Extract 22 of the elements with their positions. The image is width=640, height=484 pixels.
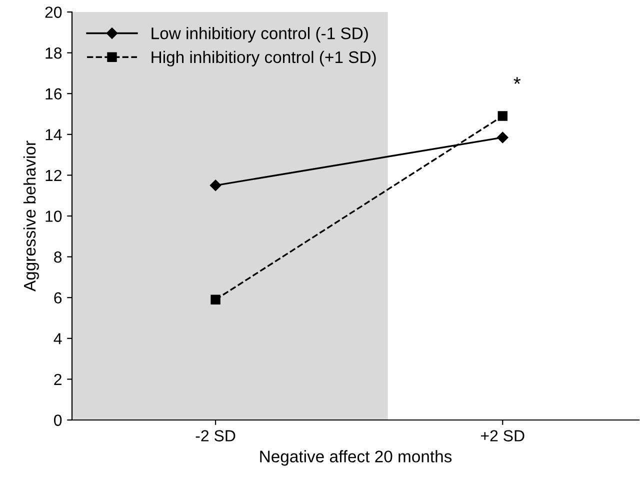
x-tick-label: +2 SD	[480, 430, 524, 442]
y-tick-label: 8	[54, 251, 62, 263]
y-tick-label: 6	[54, 292, 62, 304]
y-tick-label: 20	[45, 6, 62, 18]
point	[498, 111, 508, 121]
x-axis-title: Negative affect 20 months	[260, 450, 452, 466]
point	[210, 294, 220, 304]
legend-label: High inhibitiory control (+1 SD)	[152, 50, 376, 66]
y-tick-label: 12	[46, 170, 62, 181]
y-tick-label: 4	[54, 333, 62, 344]
point	[210, 180, 222, 192]
y-tick-label: 2	[54, 374, 62, 385]
point	[497, 132, 508, 144]
y-tick-label: 0	[54, 414, 62, 426]
annotation: *	[514, 77, 521, 84]
y-tick-label: 18	[46, 47, 62, 59]
legend-label: Low inhibitiory control (-1 SD)	[152, 27, 368, 43]
y-tick-label: 14	[46, 129, 62, 140]
x-tick-label: -2 SD	[196, 430, 236, 442]
y-tick-label: 16	[46, 88, 62, 100]
y-tick-label: 10	[46, 210, 62, 222]
y-axis-title: Aggressive behavior	[23, 140, 39, 292]
